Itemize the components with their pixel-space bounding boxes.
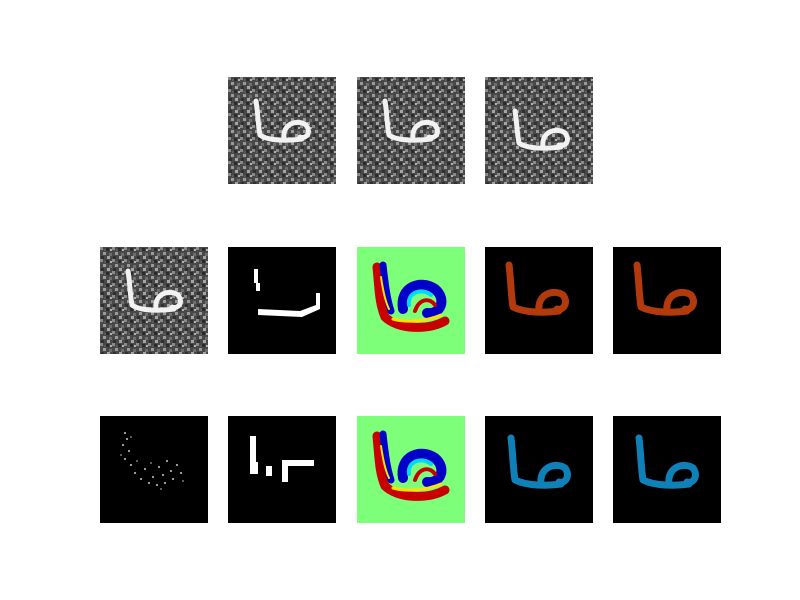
- noisy-digit-tile-r1-c2: [357, 77, 465, 184]
- orange-overlay-tile-r2-c4: [485, 247, 593, 354]
- blue-digit-icon: [485, 416, 593, 523]
- partial-stroke-mask-icon: [228, 247, 336, 354]
- noisy-digit-tile-r1-c3: [485, 77, 593, 184]
- handwritten-digit-icon: [357, 77, 465, 184]
- partial-stroke-mask-icon: [228, 416, 336, 523]
- sparse-dots-tile-r3-c1: [100, 416, 208, 523]
- blue-digit-icon: [613, 416, 721, 523]
- noisy-digit-tile-r2-c1: [100, 247, 208, 354]
- colormap-heatmap-icon: [357, 416, 465, 523]
- handwritten-digit-icon: [485, 77, 593, 184]
- orange-digit-icon: [613, 247, 721, 354]
- handwritten-digit-icon: [228, 77, 336, 184]
- binary-mask-tile-r2-c2: [228, 247, 336, 354]
- noisy-digit-tile-r1-c1: [228, 77, 336, 184]
- faint-digit-icon: [100, 416, 208, 523]
- jet-colormap-tile-r2-c3: [357, 247, 465, 354]
- blue-overlay-tile-r3-c5: [613, 416, 721, 523]
- handwritten-digit-icon: [100, 247, 208, 354]
- jet-colormap-tile-r3-c3: [357, 416, 465, 523]
- orange-digit-icon: [485, 247, 593, 354]
- colormap-heatmap-icon: [357, 247, 465, 354]
- blue-overlay-tile-r3-c4: [485, 416, 593, 523]
- orange-overlay-tile-r2-c5: [613, 247, 721, 354]
- binary-mask-tile-r3-c2: [228, 416, 336, 523]
